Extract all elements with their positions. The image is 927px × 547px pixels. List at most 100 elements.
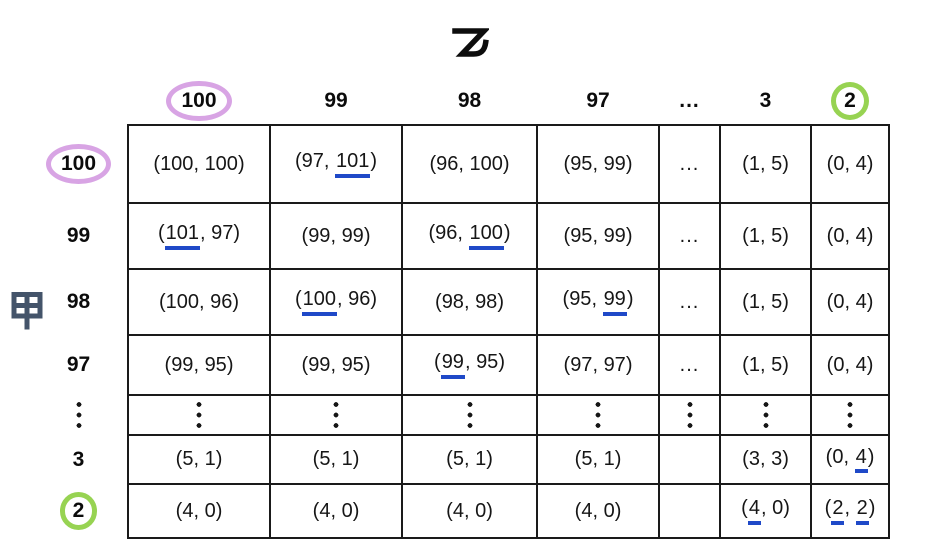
payoff-value-col-player: 5 (771, 290, 783, 313)
payoff-value-row-player: 5 (581, 448, 593, 470)
col-header-99-label: 99 (324, 89, 348, 112)
vertical-ellipsis (686, 401, 693, 429)
payoff-value-col-player: 2 (855, 498, 869, 525)
row-header-3: 3 (30, 435, 128, 484)
row-header-vdots (30, 395, 128, 435)
col-header-100-label: 100 (181, 89, 217, 112)
row-header-98: 98 (30, 269, 128, 335)
payoff-value-col-player: 4 (855, 353, 867, 376)
payoff-value-col-player: 0 (603, 499, 615, 522)
payoff-cell: (4, 0) (269, 483, 403, 539)
payoff-cell: (5, 1) (536, 434, 660, 485)
payoff-value-row-player: 95 (569, 288, 592, 311)
horizontal-ellipsis: ... (679, 353, 700, 376)
payoff-cell: ... (658, 202, 721, 270)
row-header-97-label: 97 (66, 353, 91, 376)
payoff-value-row-player: 98 (441, 290, 464, 313)
payoff-value-col-player: 97 (603, 353, 626, 376)
payoff-cell: (4, 0) (401, 483, 538, 539)
col-header-2: 2 (811, 78, 889, 125)
vertical-ellipsis (75, 401, 82, 429)
payoff-value-row-player: 4 (747, 498, 761, 525)
payoff-value-col-player: 4 (855, 290, 867, 313)
col-header-ellipsis-label: ... (679, 89, 700, 112)
payoff-cell: (96, 100) (401, 124, 538, 204)
payoff-value-row-player: 4 (581, 499, 593, 522)
payoff-value-row-player: 99 (440, 352, 465, 379)
payoff-cell: (1, 5) (719, 268, 812, 336)
purple-circle-around-col-header-100: 100 (166, 81, 232, 121)
vertical-ellipsis (847, 401, 853, 429)
horizontal-ellipsis: ... (679, 224, 700, 247)
payoff-value-row-player: 97 (301, 150, 324, 173)
payoff-cell: (4, 0) (127, 483, 271, 539)
horizontal-ellipsis: ... (679, 152, 700, 175)
payoff-value-col-player: 99 (341, 224, 364, 247)
payoff-value-col-player: 96 (210, 290, 233, 313)
payoff-value-col-player: 1 (475, 448, 487, 470)
col-header-97: 97 (537, 78, 659, 125)
payoff-cell: (2, 2) (810, 483, 890, 539)
payoff-cell (658, 394, 721, 436)
payoff-cell: (100, 100) (127, 124, 271, 204)
payoff-value-row-player: 1 (748, 224, 760, 247)
row-header-99-label: 99 (66, 224, 91, 247)
col-header-3: 3 (720, 78, 811, 125)
payoff-value-col-player: 95 (341, 353, 364, 376)
payoff-value-row-player: 1 (748, 290, 760, 313)
row-header-3-label: 3 (72, 447, 85, 471)
payoff-value-col-player: 99 (603, 224, 626, 247)
payoff-cell: (0, 4) (810, 334, 890, 396)
payoff-value-col-player: 0 (475, 499, 487, 522)
payoff-value-col-player: 0 (204, 499, 216, 522)
payoff-cell (536, 394, 660, 436)
vertical-ellipsis (466, 401, 473, 429)
payoff-value-col-player: 99 (603, 152, 626, 175)
payoff-value-col-player: 0 (772, 497, 784, 520)
payoff-value-col-player: 0 (341, 499, 353, 522)
payoff-value-row-player: 5 (182, 448, 194, 470)
payoff-cell (269, 394, 403, 436)
payoff-value-col-player: 4 (855, 224, 867, 247)
vertical-ellipsis (333, 401, 339, 429)
payoff-cell: (5, 1) (401, 434, 538, 485)
payoff-cell: (5, 1) (269, 434, 403, 485)
payoff-value-col-player: 100 (469, 152, 503, 175)
payoff-value-row-player: 96 (436, 152, 459, 175)
payoff-cell: (1, 5) (719, 202, 812, 270)
payoff-cell: (95, 99) (536, 268, 660, 336)
payoff-value-row-player: 0 (833, 353, 845, 376)
payoff-cell: ... (658, 124, 721, 204)
payoff-value-col-player: 4 (854, 446, 868, 474)
payoff-value-col-player: 96 (348, 288, 371, 311)
payoff-cell: (4, 0) (719, 483, 812, 539)
vertical-ellipsis (762, 401, 769, 429)
payoff-value-row-player: 95 (570, 152, 593, 175)
payoff-value-col-player: 97 (211, 222, 234, 245)
payoff-value-row-player: 5 (452, 448, 464, 470)
payoff-value-col-player: 100 (204, 152, 238, 175)
matrix-row-100: 100 (100, 100) (97, 101) (96, 100) (95, 99).… (30, 124, 890, 204)
col-header-3-label: 3 (759, 89, 772, 112)
horizontal-ellipsis: ... (679, 290, 700, 313)
col-header-98: 98 (402, 78, 537, 125)
column-player-label (452, 28, 489, 57)
payoff-value-col-player: 1 (204, 448, 216, 470)
matrix-row-2: 2 (4, 0) (4, 0) (4, 0) (4, 0) (4, 0) (2, 2) (30, 483, 890, 539)
payoff-cell: (1, 5) (719, 124, 812, 204)
row-header-97: 97 (30, 335, 128, 395)
payoff-value-row-player: 97 (570, 353, 593, 376)
row-header-98-label: 98 (66, 290, 91, 313)
payoff-cell: ... (658, 334, 721, 396)
payoff-value-col-player: 5 (771, 152, 783, 175)
payoff-cell (658, 483, 721, 539)
payoff-cell: (100, 96) (269, 268, 403, 336)
payoff-cell: (100, 96) (127, 268, 271, 336)
matrix-row-3: 3 (5, 1) (5, 1) (5, 1) (5, 1) (3, 3) (0, 4) (30, 434, 890, 485)
col-header-97-label: 97 (586, 89, 610, 112)
matrix-corner (30, 78, 128, 125)
payoff-cell: (95, 99) (536, 124, 660, 204)
col-header-99: 99 (270, 78, 402, 125)
payoff-cell: (3, 3) (719, 434, 812, 485)
